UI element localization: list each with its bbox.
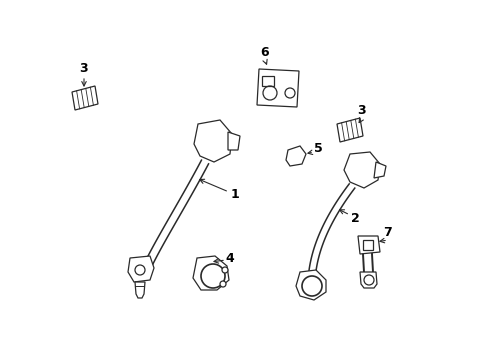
Polygon shape [343, 152, 379, 188]
Polygon shape [359, 272, 376, 288]
Bar [362, 240, 372, 250]
Bar [262, 76, 273, 86]
Polygon shape [373, 162, 385, 178]
Polygon shape [128, 256, 154, 282]
Text: 7: 7 [383, 225, 391, 238]
Text: 4: 4 [225, 252, 234, 265]
Polygon shape [194, 120, 231, 162]
Polygon shape [257, 69, 298, 107]
Polygon shape [135, 282, 145, 298]
Text: 2: 2 [350, 211, 359, 225]
Text: 1: 1 [230, 189, 239, 202]
Polygon shape [193, 256, 228, 290]
Polygon shape [285, 146, 305, 166]
Text: 3: 3 [80, 62, 88, 75]
Text: 5: 5 [313, 141, 322, 154]
Polygon shape [295, 270, 325, 300]
Polygon shape [336, 118, 362, 142]
Polygon shape [357, 236, 379, 254]
Text: 3: 3 [357, 104, 366, 117]
Polygon shape [227, 132, 240, 150]
Polygon shape [72, 86, 98, 110]
Circle shape [220, 281, 225, 287]
Text: 6: 6 [260, 45, 269, 58]
Circle shape [222, 267, 227, 273]
